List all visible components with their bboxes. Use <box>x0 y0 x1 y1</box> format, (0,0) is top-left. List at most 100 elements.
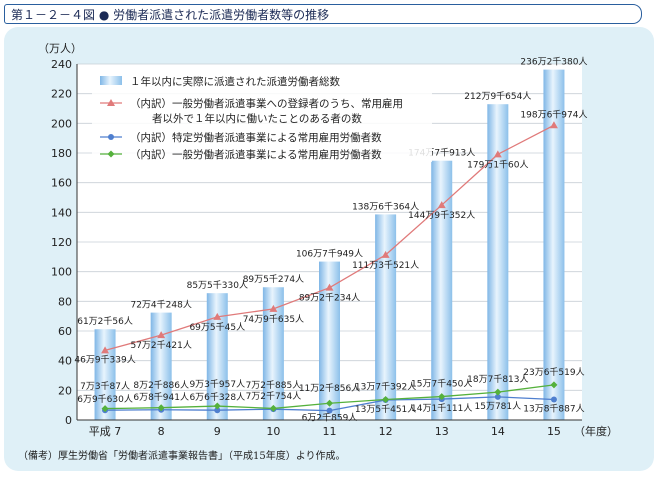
bar-series <box>94 69 565 421</box>
line-marker <box>101 346 110 354</box>
y-tick-label: 200 <box>51 117 72 130</box>
x-tick-label: 15 <box>547 425 561 438</box>
y-tick-label: 140 <box>51 206 72 219</box>
y-tick-label: 160 <box>51 177 72 190</box>
general-value-label: 23万6千519人 <box>523 367 584 378</box>
legend-marker-diamond <box>107 150 115 158</box>
bar-value-label: 174万7千913人 <box>408 148 475 159</box>
y-tick-label: 180 <box>51 147 72 160</box>
bar-total <box>150 312 172 420</box>
bar-value-label: 85万5千330人 <box>187 280 248 291</box>
legend-label-general: （内訳）一般労働者派遣事業による常用雇用労働者数 <box>130 148 382 161</box>
legend-marker-triangle <box>107 99 115 106</box>
general-value-label: 13万7千392人 <box>355 382 416 393</box>
line-marker <box>326 399 333 407</box>
line-marker <box>269 404 277 412</box>
bar-value-label: 61万2千56人 <box>77 316 133 327</box>
specified-value-label: 15万781人 <box>475 401 522 412</box>
x-tick-label: 13 <box>435 425 449 438</box>
registered-value-label: 111万3千521人 <box>352 260 419 271</box>
bar-total <box>543 69 565 421</box>
line-marker <box>382 396 390 404</box>
line-marker <box>493 150 502 158</box>
line-marker <box>437 201 446 209</box>
general-value-label: 7万2千885人 <box>246 380 302 391</box>
y-tick-label: 20 <box>58 384 72 397</box>
registered-value-label: 57万2千421人 <box>130 340 191 351</box>
x-tick-label: 14 <box>491 425 505 438</box>
bar-value-label: 236万2千380人 <box>520 57 587 68</box>
bar-total <box>206 293 228 420</box>
source-note: （備考）厚生労働省「労働者派遣事業報告書」（平成15年度）より作成。 <box>18 451 346 462</box>
x-tick-label: 8 <box>158 425 165 438</box>
y-tick-label: 100 <box>51 266 72 279</box>
line-marker <box>549 121 558 129</box>
legend-label-registered: （内訳）一般労働者派遣事業への登録者のうち、常用雇用者以外で１年以内に働いたこと… <box>130 97 403 125</box>
bar-value-label: 72万4千248人 <box>130 300 191 311</box>
line-marker <box>550 396 557 403</box>
general-value-label: 15万7千450人 <box>411 379 472 390</box>
bar-value-label: 212万9千654人 <box>464 91 531 102</box>
specified-value-label: 7万2千754人 <box>246 391 302 402</box>
bar-value-label: 106万7千949人 <box>296 249 363 260</box>
registered-value-label: 89万2千234人 <box>299 293 360 304</box>
legend-label-total: １年以内に実際に派遣された派遣労働者総数 <box>130 75 340 88</box>
bar-total <box>375 214 397 420</box>
general-value-label: 8万2千886人 <box>133 380 189 391</box>
registered-value-label: 198万6千974人 <box>520 109 587 120</box>
general-value-label: 7万3千87人 <box>80 381 130 392</box>
x-tick-label: 9 <box>214 425 221 438</box>
legend-swatch-bar <box>100 76 122 85</box>
line-marker <box>101 405 109 413</box>
specified-value-label: 6万2千859人 <box>302 413 358 424</box>
line-marker <box>494 393 501 400</box>
bar-value-label: 138万6千364人 <box>352 201 419 212</box>
bar-value-label: 89万5千274人 <box>243 274 304 285</box>
bar-total <box>319 261 340 420</box>
general-value-label: 11万2千856人 <box>299 383 360 394</box>
specified-value-label: 13万8千887人 <box>523 404 584 415</box>
legend-label-specified: （内訳）特定労働者派遣事業による常用雇用労働者数 <box>130 131 382 144</box>
y-tick-label: 40 <box>58 355 72 368</box>
registered-value-label: 74万9千635人 <box>243 314 304 325</box>
bar-total <box>94 329 116 420</box>
x-tick-label: 12 <box>379 425 393 438</box>
specified-value-label: 6万9千630人 <box>77 394 133 405</box>
registered-value-label: 69万5千45人 <box>189 322 245 333</box>
general-value-label: 18万7千813人 <box>467 374 528 385</box>
line-marker <box>325 283 334 291</box>
bar-total <box>487 104 509 420</box>
bar-total <box>431 160 453 421</box>
figure-title: 第１－２－４図 ● 労働者派遣された派遣労働者数等の推移 <box>11 8 330 22</box>
x-tick-label: 平成 7 <box>89 425 122 438</box>
line-marker <box>269 304 278 312</box>
y-tick-label: 80 <box>58 295 72 308</box>
legend-background <box>92 70 432 162</box>
legend: １年以内に実際に派遣された派遣労働者総数 （内訳）一般労働者派遣事業への登録者のう… <box>92 70 432 162</box>
line-marker <box>213 402 221 410</box>
line-marker <box>438 393 446 401</box>
specified-value-label: 6万6千328人 <box>189 392 245 403</box>
bar-total <box>262 287 284 420</box>
x-tick-label: 11 <box>323 425 337 438</box>
line-marker <box>381 250 390 258</box>
specified-value-label: 6万8千941人 <box>133 392 189 403</box>
line-marker <box>494 388 502 396</box>
registered-value-label: 144万9千352人 <box>408 210 475 221</box>
specified-value-label: 14万1千111人 <box>411 403 472 414</box>
legend-marker-circle <box>108 134 114 140</box>
line-marker <box>214 407 221 414</box>
specified-value-label: 13万5千451人 <box>355 404 416 415</box>
axes: 0 20 40 60 80 100 120 140 160 180 200 220 240 （万人） （年度… <box>38 42 618 438</box>
y-tick-label: 0 <box>65 414 72 427</box>
x-tick-label: 10 <box>266 425 280 438</box>
registered-value-label: 179万1千60人 <box>467 159 528 170</box>
y-tick-label: 120 <box>51 236 72 249</box>
general-value-label: 9万3千957人 <box>189 379 245 390</box>
y-tick-label: 240 <box>51 58 72 71</box>
line-marker <box>326 407 333 414</box>
y-axis-title: （万人） <box>38 42 82 55</box>
y-tick-label: 220 <box>51 88 72 101</box>
